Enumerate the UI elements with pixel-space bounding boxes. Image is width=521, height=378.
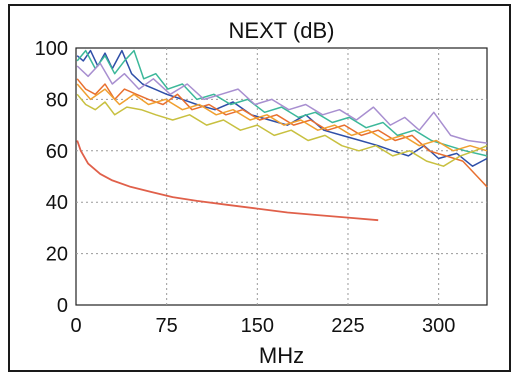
y-tick-label: 60: [46, 141, 68, 163]
y-axis: 0 20 40 60 80 100: [35, 38, 68, 317]
limit-line: [76, 140, 379, 222]
x-tick-label: 75: [156, 315, 178, 337]
x-tick-label: 150: [241, 315, 274, 337]
y-tick-label: 40: [46, 192, 68, 214]
x-tick-label: 300: [422, 315, 455, 337]
x-tick-label: 225: [331, 315, 364, 337]
series-line: [76, 49, 488, 157]
series-line: [76, 83, 488, 152]
chart-title: NEXT (dB): [229, 18, 335, 43]
y-tick-label: 100: [35, 38, 68, 60]
plot-area: [75, 47, 488, 306]
series-line: [76, 62, 488, 144]
grid: [76, 48, 487, 305]
y-tick-label: 80: [46, 89, 68, 111]
series-line: [76, 78, 488, 188]
x-axis: 0 75 150 225 300: [70, 315, 455, 337]
y-tick-label: 20: [46, 244, 68, 266]
x-axis-label: MHz: [259, 343, 304, 368]
x-tick-label: 0: [70, 315, 81, 337]
y-tick-label: 0: [57, 295, 68, 317]
series-line: [76, 93, 488, 167]
series-layer: [76, 49, 488, 222]
